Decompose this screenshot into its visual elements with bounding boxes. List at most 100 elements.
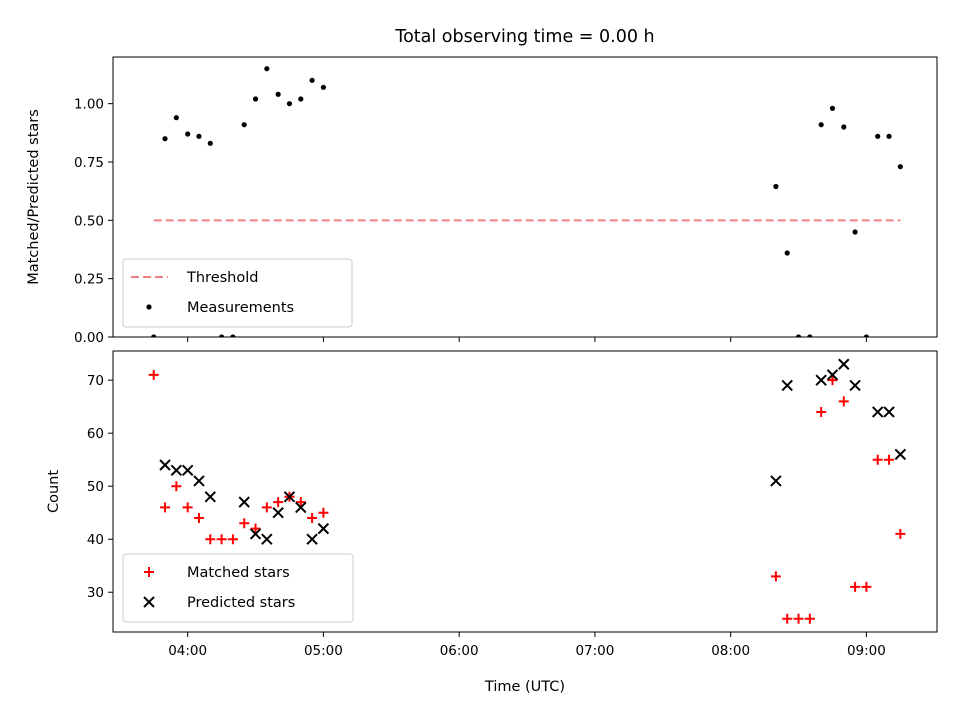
predicted-star-point (883, 406, 895, 418)
predicted-star-point (249, 528, 262, 540)
matched-star-point (295, 497, 306, 508)
legend: Matched stars Predicted stars (122, 553, 354, 623)
measurement-point (298, 96, 304, 102)
x-tick-label: 08:00 (711, 643, 750, 659)
measurement-point (230, 334, 236, 337)
measurement-point (264, 66, 270, 72)
legend-box (122, 258, 353, 328)
data-layer (151, 66, 903, 337)
measurement-point (863, 334, 870, 337)
matched-star-point (307, 513, 318, 524)
y-tick-label: 30 (87, 585, 104, 601)
matched-star-point (804, 613, 815, 624)
x-tick-label: 04:00 (168, 643, 207, 659)
measurement-point (275, 91, 281, 97)
matched-star-point (782, 613, 793, 624)
measurement-point (841, 124, 847, 130)
matched-star-point (861, 581, 872, 592)
x-axis-label: Time (UTC) (484, 679, 565, 695)
legend: Threshold Measurements (122, 258, 353, 328)
x-tick-label: 07:00 (575, 643, 614, 659)
matched-star-point (171, 481, 182, 492)
predicted-star-point (815, 374, 827, 386)
matched-star-point (895, 528, 906, 539)
matched-star-point (318, 507, 329, 518)
legend-label: Measurements (187, 300, 294, 316)
predicted-star-point (317, 522, 330, 535)
predicted-star-point (894, 448, 907, 461)
measurement-point (219, 334, 225, 337)
predicted-star-point (204, 491, 216, 503)
matched-star-point (850, 581, 861, 592)
data-layer (148, 358, 907, 624)
predicted-star-point (193, 475, 205, 487)
x-tick-label: 05:00 (304, 643, 343, 659)
legend-label: Threshold (186, 270, 258, 286)
axes-frame (112, 350, 938, 633)
matched-star-point (148, 369, 159, 380)
y-tick-label: 0.75 (74, 155, 104, 171)
measurement-point (241, 122, 247, 128)
predicted-star-point (826, 369, 839, 381)
legend-label: Matched stars (187, 565, 290, 581)
predicted-star-point (238, 496, 250, 508)
y-tick-label: 60 (87, 426, 104, 442)
matched-star-point (239, 518, 250, 529)
predicted-star-point (770, 475, 782, 487)
measurement-point (818, 122, 824, 128)
predicted-star-point (170, 464, 183, 476)
matched-star-point (838, 396, 849, 407)
y-axis-label: Count (46, 470, 62, 513)
matched-star-point (182, 502, 193, 513)
measurement-point (807, 334, 813, 337)
matched-star-point (205, 534, 216, 545)
predicted-star-point (261, 533, 273, 545)
matched-star-point (273, 497, 284, 508)
axes-frame (112, 56, 938, 338)
matched-star-point (816, 406, 827, 417)
matched-star-point (827, 375, 838, 386)
matched-star-point (250, 523, 261, 534)
ratio-panel: 0.00 0.25 0.50 0.75 1.00 Matched/Predicted st… (26, 56, 938, 346)
measurement-point (185, 131, 191, 137)
legend-label: Predicted stars (187, 595, 295, 611)
measurement-point (875, 133, 881, 139)
predicted-star-point (872, 406, 884, 418)
matched-star-point (261, 502, 272, 513)
y-tick-label: 0.00 (74, 330, 104, 346)
measurement-point (286, 101, 293, 107)
legend-measurement-key (146, 304, 152, 310)
matched-star-point (160, 502, 171, 513)
measurement-point (886, 133, 892, 139)
legend-matched-key (144, 567, 154, 577)
measurement-point (207, 140, 213, 146)
y-tick-label: 1.00 (74, 97, 104, 113)
measurement-point (773, 183, 779, 190)
legend-box (122, 553, 354, 623)
predicted-star-point (849, 379, 861, 392)
matched-star-point (227, 534, 238, 545)
predicted-star-point (283, 491, 296, 503)
measurement-point (162, 136, 168, 142)
predicted-star-point (306, 533, 318, 545)
y-tick-label: 0.25 (74, 272, 104, 288)
matched-star-point (793, 613, 804, 624)
x-tick-label: 06:00 (440, 643, 479, 659)
matched-star-point (216, 534, 227, 545)
measurement-point (795, 334, 802, 337)
y-tick-label: 50 (87, 479, 104, 495)
predicted-star-point (781, 379, 793, 392)
predicted-star-point (272, 507, 284, 519)
matched-star-point (770, 571, 781, 582)
predicted-star-point (181, 464, 194, 476)
measurement-point (151, 334, 157, 337)
y-tick-label: 70 (87, 373, 104, 389)
matched-star-point (884, 454, 895, 465)
measurement-point (829, 105, 836, 111)
predicted-star-point (295, 501, 307, 514)
count-panel: 04:00 05:00 06:00 07:00 08:00 09:00 30 40 50 60 70… (46, 350, 938, 659)
chart-title: Total observing time = 0.00 h (394, 27, 654, 47)
measurement-point (897, 164, 903, 170)
matched-star-point (872, 454, 883, 465)
